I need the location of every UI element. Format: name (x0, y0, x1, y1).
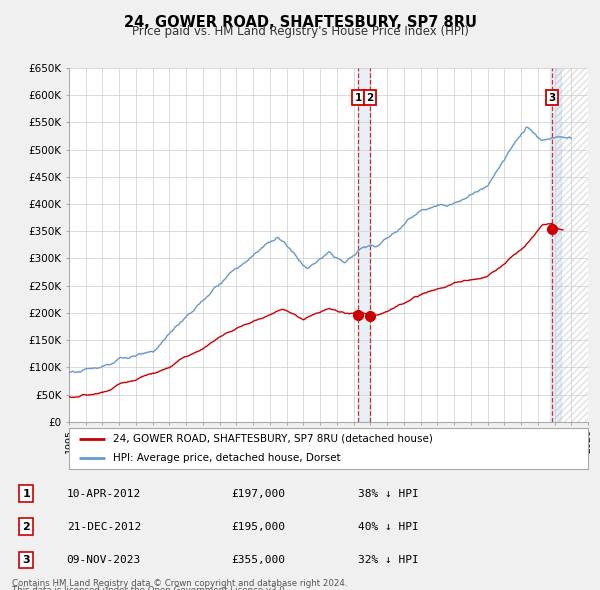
Text: 10-APR-2012: 10-APR-2012 (67, 489, 141, 499)
Text: 40% ↓ HPI: 40% ↓ HPI (358, 522, 418, 532)
Text: Contains HM Land Registry data © Crown copyright and database right 2024.: Contains HM Land Registry data © Crown c… (12, 579, 347, 588)
Bar (358, 68, 370, 422)
Text: 32% ↓ HPI: 32% ↓ HPI (358, 555, 418, 565)
Bar (554, 68, 588, 422)
Text: 3: 3 (548, 93, 556, 103)
Text: £355,000: £355,000 (231, 555, 285, 565)
Text: HPI: Average price, detached house, Dorset: HPI: Average price, detached house, Dors… (113, 453, 341, 463)
Text: 1: 1 (355, 93, 362, 103)
Text: 21-DEC-2012: 21-DEC-2012 (67, 522, 141, 532)
Text: This data is licensed under the Open Government Licence v3.0.: This data is licensed under the Open Gov… (12, 586, 287, 590)
Text: £197,000: £197,000 (231, 489, 285, 499)
Text: 24, GOWER ROAD, SHAFTESBURY, SP7 8RU: 24, GOWER ROAD, SHAFTESBURY, SP7 8RU (124, 15, 476, 30)
Text: 09-NOV-2023: 09-NOV-2023 (67, 555, 141, 565)
Text: 3: 3 (23, 555, 30, 565)
Text: 1: 1 (23, 489, 30, 499)
Text: 2: 2 (366, 93, 373, 103)
Text: 24, GOWER ROAD, SHAFTESBURY, SP7 8RU (detached house): 24, GOWER ROAD, SHAFTESBURY, SP7 8RU (de… (113, 434, 433, 444)
Text: 38% ↓ HPI: 38% ↓ HPI (358, 489, 418, 499)
Text: 2: 2 (23, 522, 30, 532)
Text: £195,000: £195,000 (231, 522, 285, 532)
Text: Price paid vs. HM Land Registry's House Price Index (HPI): Price paid vs. HM Land Registry's House … (131, 25, 469, 38)
Bar (550, 68, 560, 422)
